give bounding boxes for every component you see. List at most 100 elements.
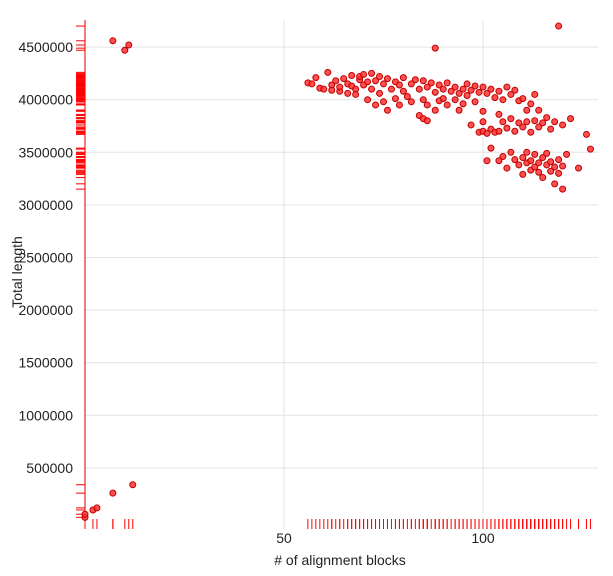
data-point — [443, 79, 451, 87]
data-point — [507, 115, 515, 123]
x-axis-title: # of alignment blocks — [274, 552, 406, 568]
data-point — [479, 107, 487, 115]
data-point — [483, 157, 491, 165]
data-point — [364, 96, 372, 104]
y-tick-label: 2000000 — [18, 302, 73, 318]
y-tick-label: 4500000 — [18, 39, 73, 55]
x-tick-label: 100 — [471, 530, 495, 546]
data-point — [467, 121, 475, 129]
data-point — [551, 180, 559, 188]
y-tick-label: 3500000 — [18, 144, 73, 160]
data-point — [555, 169, 563, 177]
data-point — [575, 164, 583, 172]
data-point — [519, 123, 527, 131]
data-point — [411, 76, 419, 84]
data-points — [81, 22, 594, 521]
data-point — [495, 127, 503, 135]
data-point — [487, 85, 495, 93]
data-point — [503, 164, 511, 172]
data-point — [511, 86, 519, 94]
data-point — [511, 127, 519, 135]
data-point — [439, 95, 447, 103]
data-point — [535, 106, 543, 114]
y-tick-label: 2500000 — [18, 250, 73, 266]
data-point — [483, 89, 491, 97]
data-point — [419, 77, 427, 85]
data-point — [547, 125, 555, 133]
data-point — [320, 85, 328, 93]
data-point — [475, 88, 483, 96]
data-point — [543, 114, 551, 122]
data-point — [511, 156, 519, 164]
data-point — [563, 150, 571, 158]
data-point — [523, 118, 531, 126]
data-point — [523, 148, 531, 156]
data-point — [503, 83, 511, 91]
y-axis-title: Total length — [9, 236, 25, 308]
data-point — [531, 90, 539, 98]
data-point — [487, 144, 495, 152]
data-point — [360, 70, 368, 78]
data-point — [336, 83, 344, 91]
data-point — [551, 163, 559, 171]
data-point — [109, 489, 117, 497]
data-point — [527, 157, 535, 165]
y-tick-labels: 500000 1000000 1500000 2000000 2500000 300000… — [18, 39, 73, 476]
data-point — [93, 504, 101, 512]
data-point — [535, 123, 543, 131]
data-point — [387, 85, 395, 93]
data-point — [559, 162, 567, 170]
x-tick-labels: 50 100 — [276, 530, 495, 546]
data-point — [467, 86, 475, 94]
data-point — [459, 85, 467, 93]
data-point — [495, 87, 503, 95]
data-point — [376, 73, 384, 81]
data-point — [403, 93, 411, 101]
data-point — [499, 118, 507, 126]
data-point — [423, 101, 431, 109]
data-point — [527, 128, 535, 136]
data-point — [427, 79, 435, 87]
data-point — [407, 80, 415, 88]
data-point — [121, 46, 129, 54]
data-point — [431, 88, 439, 96]
data-point — [495, 157, 503, 165]
data-point — [340, 75, 348, 83]
data-point — [555, 156, 563, 164]
data-point — [459, 100, 467, 108]
data-point — [507, 90, 515, 98]
data-point — [383, 75, 391, 83]
data-point — [515, 119, 523, 127]
data-point — [332, 77, 340, 85]
data-point — [527, 100, 535, 108]
data-point — [395, 81, 403, 89]
y-tick-label: 4000000 — [18, 92, 73, 108]
data-point — [380, 80, 387, 88]
data-point — [372, 77, 380, 85]
x-tick-label: 50 — [276, 530, 292, 546]
data-point — [431, 106, 439, 114]
data-point — [551, 118, 559, 126]
data-point — [515, 161, 523, 169]
data-point — [383, 106, 391, 114]
data-point — [539, 154, 547, 162]
data-point — [531, 117, 539, 125]
data-point — [431, 44, 439, 52]
data-point — [455, 89, 463, 97]
data-point — [471, 82, 479, 90]
data-point — [129, 481, 137, 489]
data-point — [499, 153, 507, 161]
data-point — [372, 101, 380, 109]
data-point — [435, 81, 443, 89]
y-tick-label: 1500000 — [18, 355, 73, 371]
data-point — [582, 130, 590, 138]
data-point — [376, 89, 384, 97]
data-point — [380, 98, 387, 106]
data-point — [523, 106, 531, 114]
data-point — [463, 91, 471, 99]
data-point — [471, 98, 479, 106]
data-point — [519, 170, 527, 178]
data-point — [109, 37, 117, 45]
data-point — [539, 119, 547, 127]
